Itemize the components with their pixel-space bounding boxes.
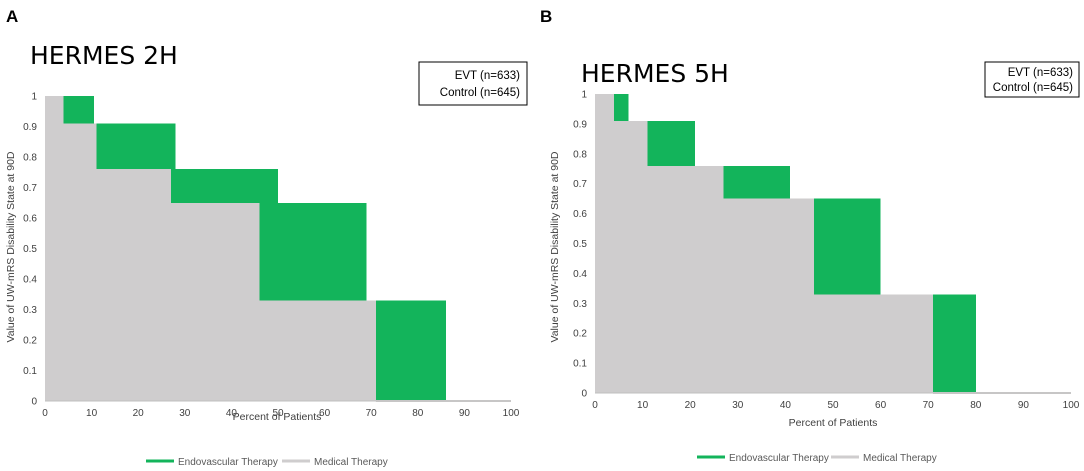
y-axis-title: Value of UW-mRS Disability State at 90D <box>549 151 561 342</box>
box-legend-frame <box>984 61 1080 98</box>
x-tick-label: 80 <box>970 400 982 411</box>
medical-step-4 <box>259 300 376 401</box>
panel-label: A <box>6 7 18 26</box>
x-tick-label: 40 <box>226 408 238 419</box>
legend-label-endovascular: Endovascular Therapy <box>178 457 278 468</box>
x-tick-label: 100 <box>1063 400 1080 411</box>
medical-step-0 <box>45 96 64 401</box>
y-axis-title: Value of UW-mRS Disability State at 90D <box>5 151 17 342</box>
box-legend: EVT (n=633) Control (n=645) <box>418 61 528 106</box>
y-tick-label: 1 <box>31 92 37 103</box>
x-tick-label: 0 <box>592 400 598 411</box>
y-tick-label: 0.1 <box>23 366 37 377</box>
x-tick-label: 10 <box>637 400 649 411</box>
x-tick-label: 40 <box>780 400 792 411</box>
evt-step-4 <box>366 300 446 401</box>
x-tick-label: 30 <box>179 408 191 419</box>
y-tick-label: 0 <box>581 389 587 400</box>
x-tick-label: 50 <box>827 400 839 411</box>
legend: Endovascular Therapy Medical Therapy <box>697 453 937 464</box>
x-tick-label: 30 <box>732 400 744 411</box>
medical-step-2 <box>96 169 171 401</box>
medical-step-0 <box>595 94 615 393</box>
chart-panel-a: A HERMES 2H EVT (n=633) Control (n=645) … <box>5 7 528 468</box>
box-legend-control: Control (n=645) <box>440 87 520 99</box>
box-legend: EVT (n=633) Control (n=645) <box>984 61 1080 98</box>
y-tick-label: 0 <box>31 397 37 408</box>
y-tick-label: 0.1 <box>573 359 587 370</box>
y-tick-label: 0.5 <box>573 239 587 250</box>
y-tick-label: 0.6 <box>23 214 37 225</box>
y-tick-label: 0.7 <box>23 183 37 194</box>
y-tick-label: 0.4 <box>23 275 37 286</box>
x-tick-label: 60 <box>875 400 887 411</box>
box-legend-evt: EVT (n=633) <box>455 70 520 82</box>
y-tick-label: 0.9 <box>573 119 587 130</box>
x-tick-label: 20 <box>133 408 145 419</box>
x-tick-label: 50 <box>272 408 284 419</box>
legend-label-medical: Medical Therapy <box>314 457 388 468</box>
x-tick-label: 0 <box>42 408 48 419</box>
box-legend-frame <box>418 61 528 106</box>
y-tick-label: 0.5 <box>23 244 37 255</box>
y-tick-label: 0.6 <box>573 209 587 220</box>
panel-label: B <box>540 7 552 26</box>
y-tick-label: 0.8 <box>23 153 37 164</box>
y-tick-labels: 0 0.1 0.2 0.3 0.4 0.5 0.6 0.7 0.8 0.9 1 <box>573 90 587 400</box>
series-medical <box>595 94 933 393</box>
y-tick-label: 0.2 <box>573 329 587 340</box>
y-tick-label: 1 <box>581 90 587 101</box>
x-tick-label: 90 <box>1018 400 1030 411</box>
medical-step-4 <box>813 294 933 393</box>
y-tick-label: 0.8 <box>573 149 587 160</box>
y-tick-label: 0.9 <box>23 122 37 133</box>
medical-step-1 <box>63 123 97 401</box>
series-medical <box>45 96 376 401</box>
x-tick-label: 90 <box>459 408 471 419</box>
y-tick-label: 0.4 <box>573 269 587 280</box>
chart-title: HERMES 5H <box>581 59 729 88</box>
x-tick-labels: 0 10 20 30 40 50 60 70 80 90 100 <box>592 400 1080 411</box>
plot-area <box>595 94 1071 394</box>
y-tick-labels: 0 0.1 0.2 0.3 0.4 0.5 0.6 0.7 0.8 0.9 1 <box>23 92 37 408</box>
medical-step-2 <box>647 165 724 393</box>
plot-area <box>45 96 511 402</box>
x-tick-label: 60 <box>319 408 331 419</box>
legend: Endovascular Therapy Medical Therapy <box>146 457 388 468</box>
medical-step-3 <box>723 198 814 393</box>
x-axis-title: Percent of Patients <box>789 417 878 429</box>
x-tick-label: 100 <box>503 408 520 419</box>
y-tick-label: 0.3 <box>573 299 587 310</box>
chart-panel-b: B HERMES 5H EVT (n=633) Control (n=645) … <box>540 7 1080 464</box>
box-legend-evt: EVT (n=633) <box>1008 67 1073 79</box>
x-tick-label: 80 <box>412 408 424 419</box>
x-tick-label: 70 <box>366 408 378 419</box>
chart-title: HERMES 2H <box>30 41 178 70</box>
x-tick-label: 10 <box>86 408 98 419</box>
y-tick-label: 0.3 <box>23 305 37 316</box>
box-legend-control: Control (n=645) <box>993 82 1073 94</box>
medical-step-1 <box>614 120 648 393</box>
medical-step-3 <box>170 202 260 401</box>
y-tick-label: 0.7 <box>573 179 587 190</box>
legend-label-medical: Medical Therapy <box>863 453 937 464</box>
x-tick-label: 70 <box>923 400 935 411</box>
x-tick-labels: 0 10 20 30 40 50 60 70 80 90 100 <box>42 408 520 419</box>
y-tick-label: 0.2 <box>23 336 37 347</box>
legend-label-endovascular: Endovascular Therapy <box>729 453 829 464</box>
x-tick-label: 20 <box>685 400 697 411</box>
x-axis-title: Percent of Patients <box>233 411 322 423</box>
